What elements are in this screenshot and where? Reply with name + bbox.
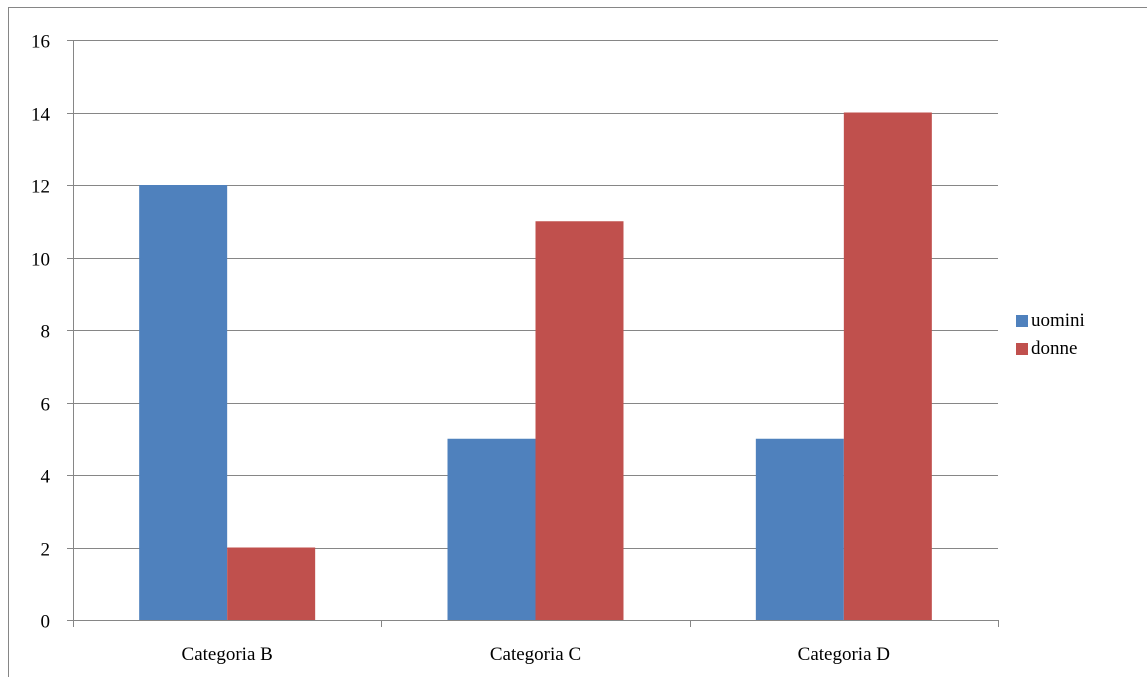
y-tick-label: 12: [31, 177, 50, 198]
y-tick-label: 10: [31, 250, 50, 271]
x-axis-tick-labels: Categoria B Categoria C Categoria D: [182, 644, 890, 665]
bar-donne-categoria-b: [227, 547, 316, 620]
bar-donne-categoria-d: [843, 112, 932, 620]
y-tick-label: 4: [41, 467, 51, 488]
axes: [67, 40, 999, 627]
y-tick-label: 6: [41, 395, 51, 416]
legend-label-uomini: uomini: [1031, 310, 1085, 331]
bar-uomini-categoria-d: [755, 438, 844, 620]
legend-swatch-uomini: [1016, 315, 1028, 327]
y-tick-label: 8: [41, 322, 51, 343]
bars: [139, 112, 932, 620]
legend: uomini donne: [1016, 310, 1085, 359]
bar-uomini-categoria-c: [447, 438, 536, 620]
bar-uomini-categoria-b: [139, 185, 228, 620]
y-tick-label: 0: [41, 612, 51, 633]
x-tick-label: Categoria B: [182, 644, 273, 665]
legend-swatch-donne: [1016, 343, 1028, 355]
y-tick-label: 2: [41, 540, 51, 561]
legend-label-donne: donne: [1031, 338, 1077, 359]
y-tick-label: 16: [31, 32, 50, 53]
x-tick-label: Categoria D: [798, 644, 890, 665]
y-tick-label: 14: [31, 105, 51, 126]
y-axis-tick-labels: 0 2 4 6 8 10 12 14 16: [31, 32, 51, 633]
x-tick-label: Categoria C: [490, 644, 581, 665]
bar-donne-categoria-c: [535, 221, 624, 620]
